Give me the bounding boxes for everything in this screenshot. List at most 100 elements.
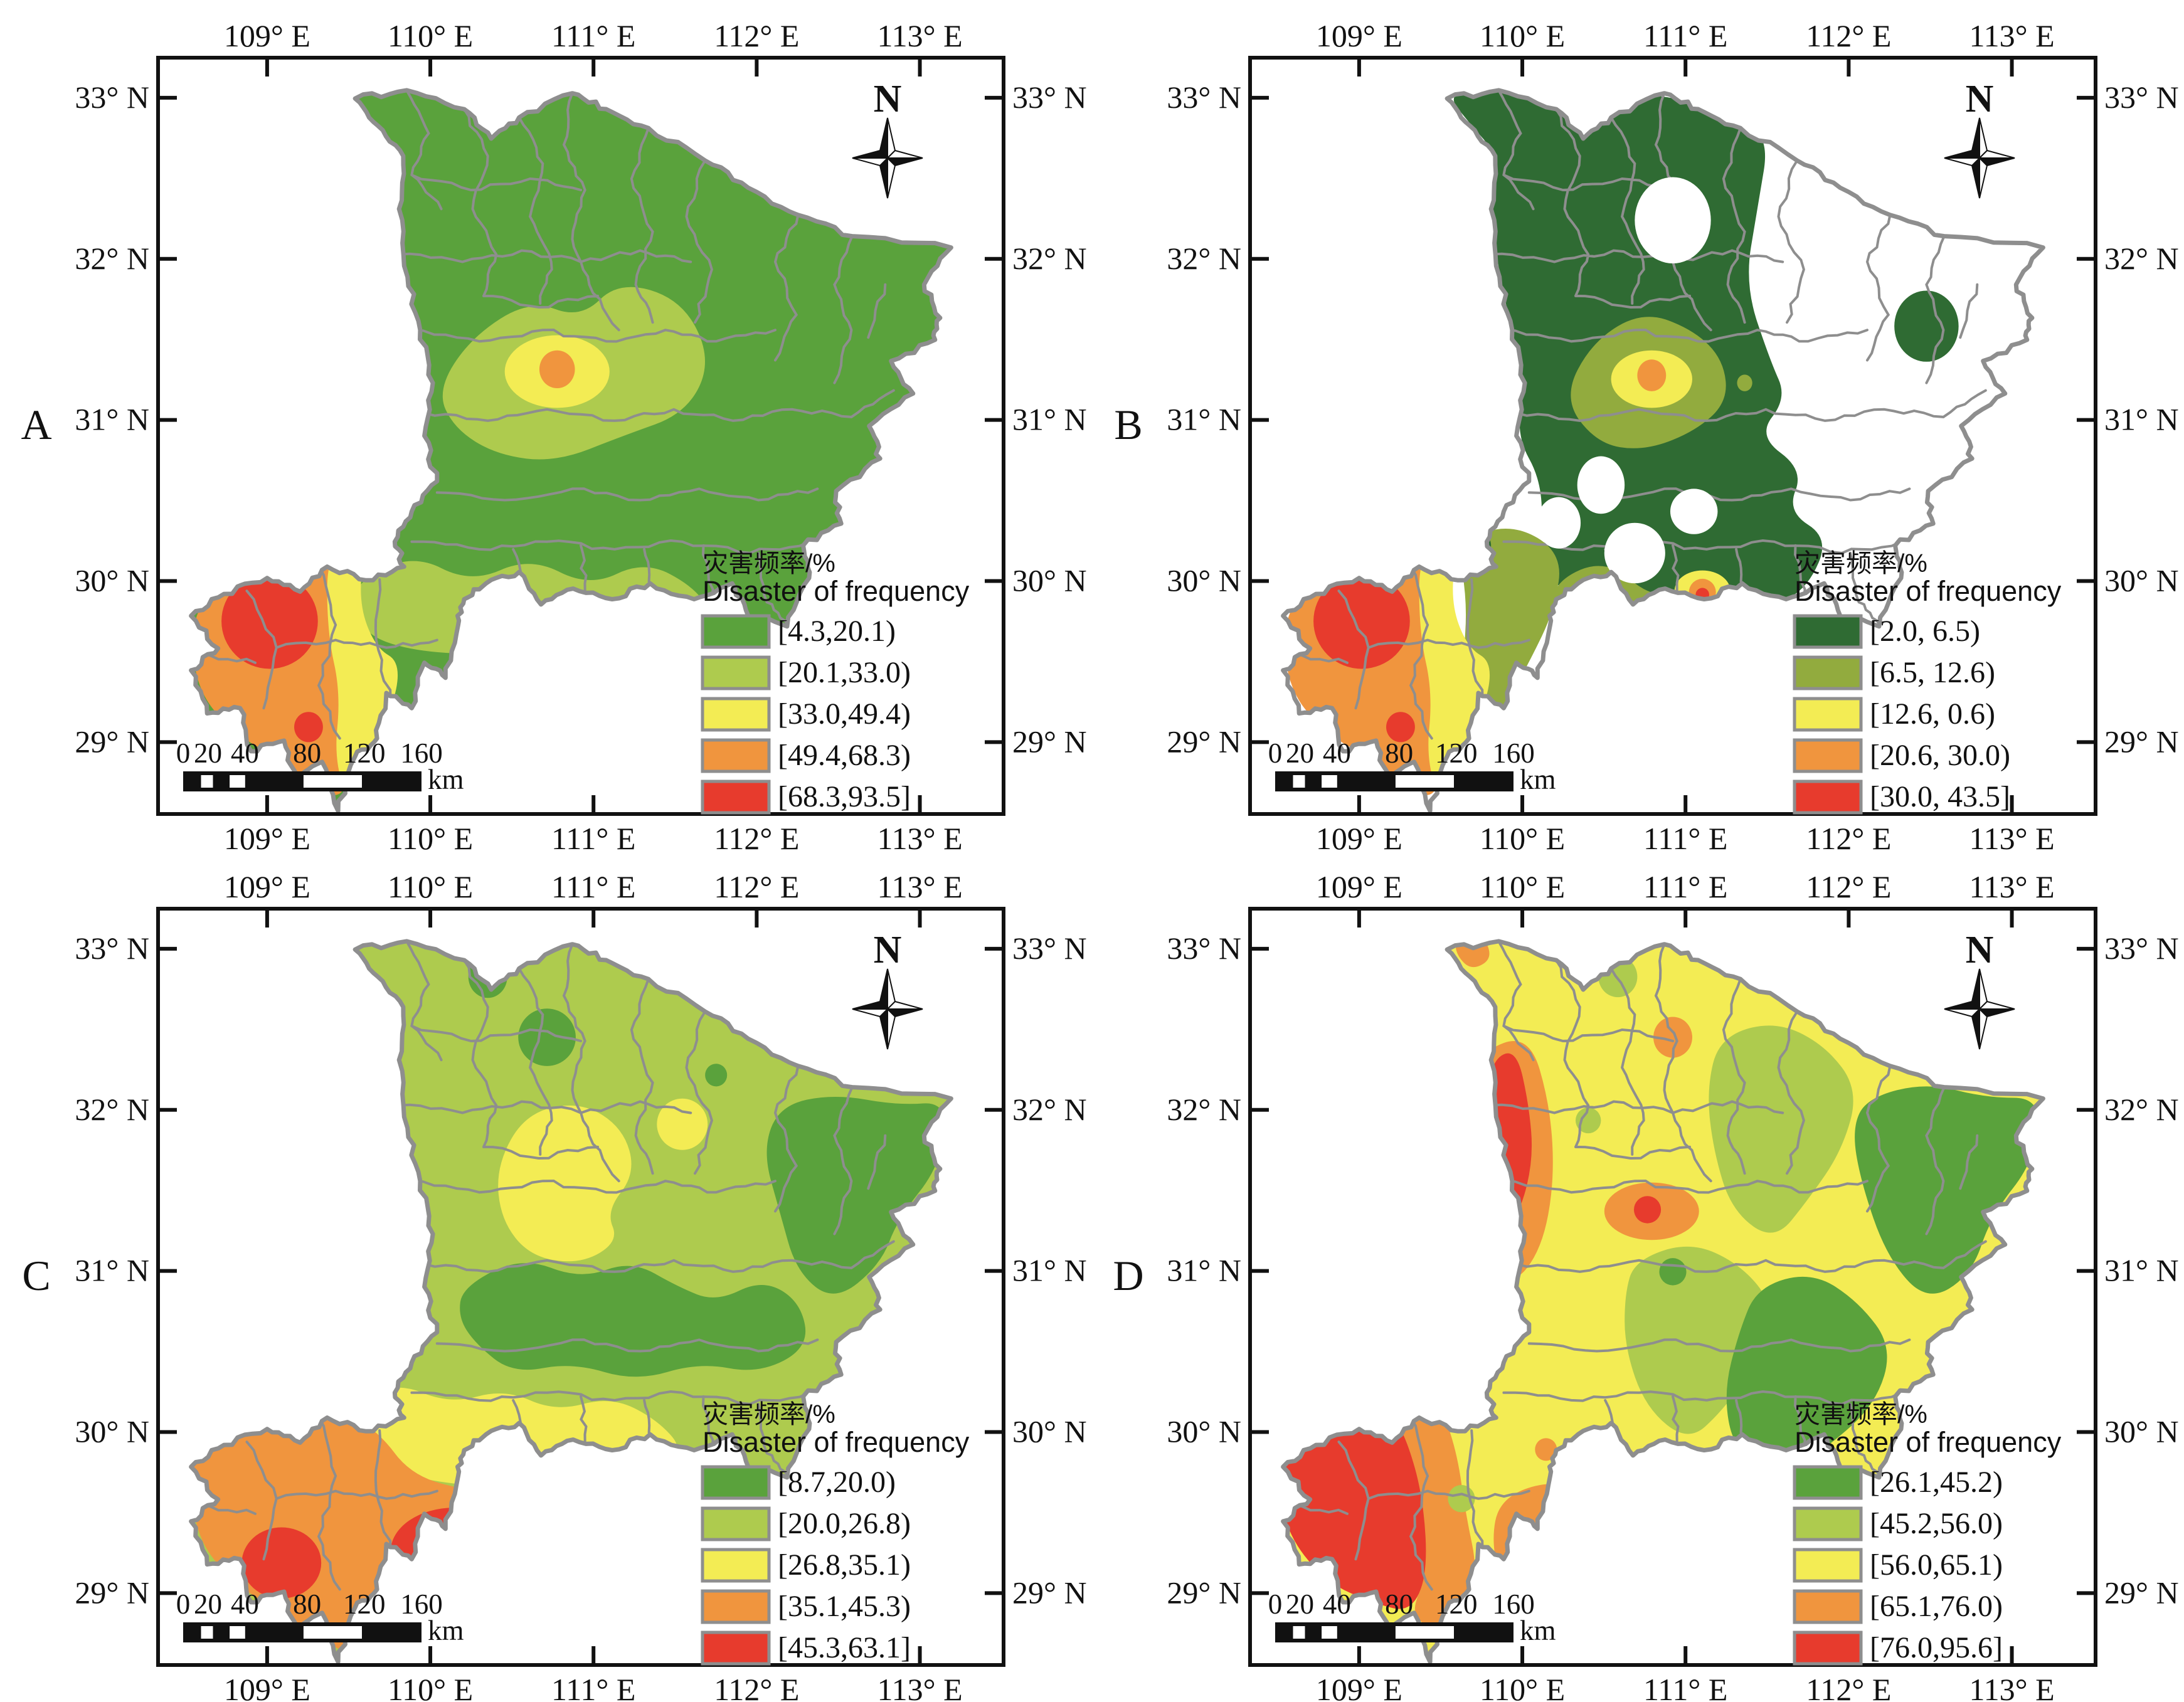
axes: 109° E 109° E 110° E 110° E 111° E 111° E 112°… bbox=[1167, 18, 2178, 851]
lat-label-left: 31° N bbox=[1167, 1253, 1241, 1288]
legend-range-label: [20.0,26.8) bbox=[778, 1507, 911, 1540]
lon-label-bottom: 113° E bbox=[877, 1672, 962, 1702]
lat-label-left: 31° N bbox=[1167, 402, 1241, 437]
lat-label-left: 29° N bbox=[1167, 1575, 1241, 1610]
lon-label-bottom: 111° E bbox=[551, 821, 635, 851]
lon-label-bottom: 113° E bbox=[1969, 821, 2054, 851]
scalebar-bar bbox=[183, 1622, 421, 1642]
lon-label-top: 112° E bbox=[714, 18, 799, 53]
lat-label-left: 32° N bbox=[75, 1092, 149, 1127]
north-label: N bbox=[1966, 929, 1994, 971]
panel-letter: C bbox=[22, 1252, 50, 1299]
overlay-region bbox=[766, 1097, 945, 1294]
overlay-region bbox=[327, 545, 398, 797]
lon-label-top: 109° E bbox=[1316, 18, 1402, 53]
overlay-region bbox=[1635, 177, 1711, 264]
scalebar-unit: km bbox=[428, 1615, 464, 1646]
legend-swatch bbox=[1793, 697, 1863, 732]
scalebar-label: 160 bbox=[1492, 1588, 1535, 1620]
legend-range-label: [20.6, 30.0) bbox=[1870, 739, 2010, 772]
overlay-region bbox=[1428, 268, 1453, 294]
lon-label-bottom: 111° E bbox=[1643, 1672, 1727, 1702]
legend-swatch bbox=[701, 1465, 771, 1500]
legend-range-label: [6.5, 12.6) bbox=[1870, 656, 1995, 689]
map-panel-c: 109° E 109° E 110° E 110° E 111° E 111° E 112°… bbox=[22, 869, 1087, 1702]
legend-range-label: [68.3,93.5] bbox=[778, 780, 911, 813]
overlay-region bbox=[1575, 1107, 1601, 1134]
overlay-region bbox=[390, 1508, 517, 1596]
overlay-region bbox=[294, 712, 323, 743]
overlay-region bbox=[705, 1064, 728, 1087]
legend: 灾害频率/%Disaster of frequency [8.7,20.0) [20… bbox=[701, 1400, 970, 1666]
lon-label-bottom: 109° E bbox=[224, 821, 310, 851]
lat-label-left: 30° N bbox=[1167, 563, 1241, 598]
lon-label-bottom: 112° E bbox=[714, 821, 799, 851]
north-arrow-icon: N bbox=[852, 929, 923, 1050]
lat-label-left: 32° N bbox=[75, 241, 149, 276]
legend-range-label: [56.0,65.1) bbox=[1870, 1548, 2003, 1582]
overlay-region bbox=[1737, 374, 1752, 391]
overlay-region bbox=[539, 350, 575, 389]
lon-label-top: 112° E bbox=[1806, 18, 1891, 53]
lon-label-bottom: 109° E bbox=[224, 1672, 310, 1702]
overlay-region bbox=[1709, 1025, 1853, 1233]
overlay-region bbox=[460, 1263, 806, 1377]
north-arrow-icon: N bbox=[1944, 78, 2015, 199]
lon-label-top: 113° E bbox=[877, 869, 962, 904]
lon-label-bottom: 110° E bbox=[1480, 821, 1565, 851]
scalebar-label: 40 bbox=[231, 737, 259, 769]
map-frame bbox=[156, 907, 1005, 1667]
lat-label-left: 33° N bbox=[75, 80, 149, 115]
legend-swatch bbox=[1793, 738, 1863, 773]
overlay-region bbox=[1855, 1086, 2039, 1294]
scalebar-label: 120 bbox=[1435, 737, 1478, 769]
lon-label-bottom: 111° E bbox=[551, 1672, 635, 1702]
lon-label-bottom: 112° E bbox=[1806, 821, 1891, 851]
province-map bbox=[1281, 939, 2045, 1664]
overlay-region bbox=[1637, 359, 1667, 391]
axes: 109° E 109° E 110° E 110° E 111° E 111° E 112°… bbox=[75, 18, 1086, 851]
lat-label-left: 33° N bbox=[1167, 931, 1241, 966]
map-frame bbox=[1248, 907, 2097, 1667]
legend-range-label: [33.0,49.4) bbox=[778, 697, 911, 731]
map-frame bbox=[1248, 56, 2097, 816]
province-map bbox=[189, 88, 953, 813]
legend-swatch bbox=[1793, 1548, 1863, 1583]
lon-label-top: 110° E bbox=[1480, 869, 1565, 904]
lon-label-top: 109° E bbox=[224, 18, 310, 53]
lon-label-bottom: 111° E bbox=[1643, 821, 1727, 851]
overlay-region bbox=[657, 1098, 708, 1150]
scalebar-bar bbox=[1275, 1622, 1513, 1642]
lon-label-top: 113° E bbox=[877, 18, 962, 53]
legend-swatch bbox=[1793, 655, 1863, 690]
lat-label-right: 33° N bbox=[2104, 80, 2179, 115]
legend-range-label: [8.7,20.0) bbox=[778, 1466, 896, 1499]
lat-label-left: 32° N bbox=[1167, 241, 1241, 276]
lat-label-right: 33° N bbox=[1012, 931, 1087, 966]
overlay-region bbox=[1536, 497, 1581, 549]
map-frame bbox=[156, 56, 1005, 816]
legend-swatch bbox=[701, 697, 771, 732]
lat-label-right: 32° N bbox=[2104, 241, 2179, 276]
province-outline bbox=[1281, 939, 2045, 1664]
scalebar-label: 20 bbox=[1286, 1588, 1314, 1620]
lat-label-right: 32° N bbox=[1012, 1092, 1087, 1127]
lon-label-top: 113° E bbox=[1969, 869, 2054, 904]
legend-range-label: [45.3,63.1] bbox=[778, 1631, 911, 1664]
lon-label-top: 110° E bbox=[1480, 18, 1565, 53]
lon-label-top: 111° E bbox=[551, 869, 635, 904]
county-borders bbox=[1291, 941, 1987, 1591]
panel-letter: B bbox=[1114, 401, 1142, 448]
map-panel-b: 109° E 109° E 110° E 110° E 111° E 111° E 112°… bbox=[1114, 18, 2178, 851]
lon-label-top: 112° E bbox=[1806, 869, 1891, 904]
lat-label-left: 30° N bbox=[75, 1414, 149, 1449]
county-borders bbox=[199, 941, 895, 1591]
lat-label-left: 29° N bbox=[75, 724, 149, 759]
overlay-region bbox=[1604, 522, 1665, 584]
lon-label-bottom: 112° E bbox=[714, 1672, 799, 1702]
lat-label-right: 30° N bbox=[2104, 1414, 2179, 1449]
north-arrow-icon: N bbox=[1944, 929, 2015, 1050]
legend-range-label: [4.3,20.1) bbox=[778, 615, 896, 648]
